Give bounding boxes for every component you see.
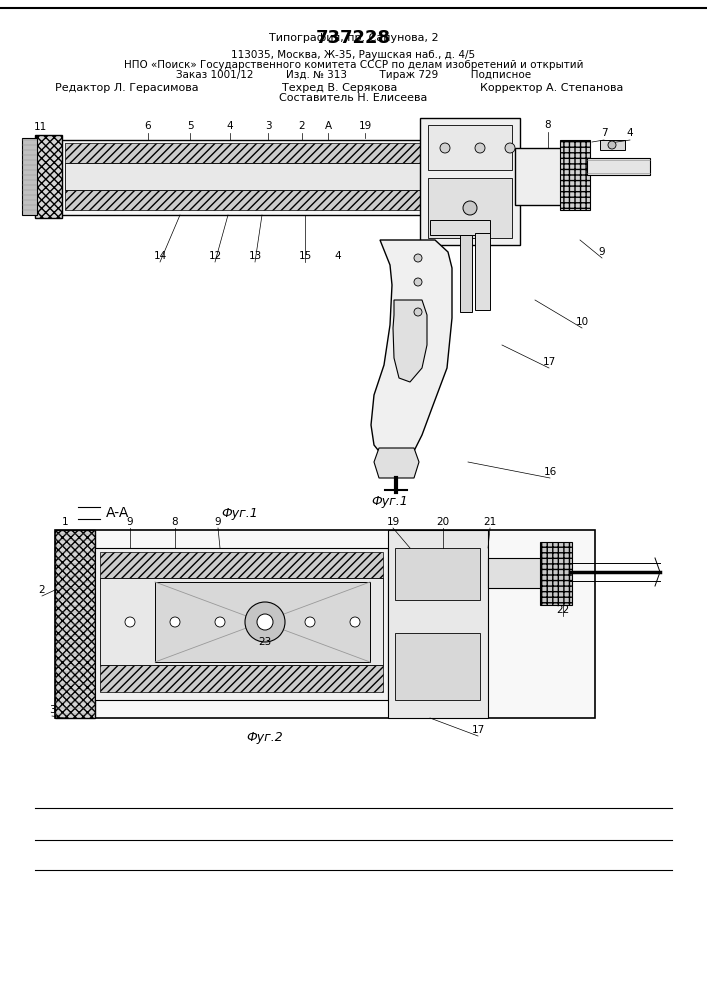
Text: 5: 5 (187, 121, 193, 131)
Text: 17: 17 (542, 357, 556, 367)
Text: 7: 7 (601, 128, 607, 138)
Circle shape (170, 617, 180, 627)
Polygon shape (100, 552, 383, 578)
Circle shape (215, 617, 225, 627)
Polygon shape (100, 665, 383, 692)
Polygon shape (60, 140, 430, 215)
Text: НПО «Поиск» Государственного комитета СССР по делам изобретений и открытий: НПО «Поиск» Государственного комитета СС… (124, 60, 583, 70)
Text: 8: 8 (544, 120, 551, 130)
Text: 13: 13 (248, 251, 262, 261)
Polygon shape (430, 220, 490, 235)
Polygon shape (540, 542, 572, 605)
Polygon shape (374, 448, 419, 478)
Text: 21: 21 (484, 517, 496, 527)
Text: 14: 14 (153, 251, 167, 261)
Text: 17: 17 (472, 725, 484, 735)
Polygon shape (600, 140, 625, 150)
Polygon shape (55, 530, 595, 718)
Polygon shape (100, 578, 383, 665)
Text: 1: 1 (62, 517, 69, 527)
Text: Фуг.1: Фуг.1 (372, 495, 409, 508)
Text: 3: 3 (264, 121, 271, 131)
Text: Составитель Н. Елисеева: Составитель Н. Елисеева (279, 93, 428, 103)
Polygon shape (65, 190, 420, 210)
Text: 10: 10 (575, 317, 588, 327)
Text: Заказ 1001/12          Изд. № 313          Тираж 729          Подписное: Заказ 1001/12 Изд. № 313 Тираж 729 Подпи… (176, 70, 531, 80)
Circle shape (305, 617, 315, 627)
Polygon shape (371, 240, 452, 465)
Polygon shape (395, 548, 480, 600)
Polygon shape (55, 530, 95, 718)
Polygon shape (428, 125, 512, 170)
Text: A-A: A-A (106, 506, 129, 520)
Polygon shape (395, 633, 480, 700)
Polygon shape (475, 233, 490, 310)
Text: 15: 15 (298, 251, 312, 261)
Circle shape (414, 308, 422, 316)
Text: 4: 4 (334, 251, 341, 261)
Circle shape (505, 143, 515, 153)
Text: 4: 4 (227, 121, 233, 131)
Polygon shape (95, 548, 388, 700)
Text: 23: 23 (258, 637, 271, 647)
Circle shape (257, 614, 273, 630)
Polygon shape (460, 235, 472, 312)
Text: 6: 6 (145, 121, 151, 131)
Text: 8: 8 (172, 517, 178, 527)
Text: 11: 11 (33, 122, 47, 132)
Polygon shape (393, 300, 427, 382)
Polygon shape (488, 558, 550, 588)
Text: 12: 12 (209, 251, 221, 261)
Polygon shape (428, 178, 512, 238)
Polygon shape (587, 158, 650, 175)
Circle shape (125, 617, 135, 627)
Polygon shape (515, 148, 565, 205)
Text: 22: 22 (556, 605, 570, 615)
Circle shape (440, 143, 450, 153)
Text: 19: 19 (386, 517, 399, 527)
Text: Фуг.1: Фуг.1 (221, 506, 258, 520)
Text: 9: 9 (599, 247, 605, 257)
Text: 737228: 737228 (315, 29, 390, 47)
Polygon shape (65, 143, 420, 163)
Text: 113035, Москва, Ж-35, Раушская наб., д. 4/5: 113035, Москва, Ж-35, Раушская наб., д. … (231, 50, 476, 60)
Text: 4: 4 (626, 128, 633, 138)
Text: 3: 3 (49, 705, 55, 715)
Text: A: A (325, 121, 332, 131)
Text: Техред В. Серякова: Техред В. Серякова (281, 83, 397, 93)
Circle shape (608, 141, 616, 149)
Circle shape (475, 143, 485, 153)
Polygon shape (65, 163, 420, 190)
Text: Корректор А. Степанова: Корректор А. Степанова (480, 83, 623, 93)
Polygon shape (35, 135, 62, 218)
Text: Редактор Л. Герасимова: Редактор Л. Герасимова (55, 83, 199, 93)
Polygon shape (22, 138, 37, 215)
Polygon shape (560, 140, 590, 210)
Circle shape (414, 254, 422, 262)
Circle shape (245, 602, 285, 642)
Text: 16: 16 (544, 467, 556, 477)
Text: 9: 9 (215, 517, 221, 527)
Polygon shape (155, 582, 370, 662)
Text: Фуг.2: Фуг.2 (247, 732, 284, 744)
Text: Типография, пр. Сапунова, 2: Типография, пр. Сапунова, 2 (269, 33, 438, 43)
Circle shape (463, 201, 477, 215)
Circle shape (350, 617, 360, 627)
Text: 2: 2 (39, 585, 45, 595)
Circle shape (414, 278, 422, 286)
Polygon shape (388, 530, 488, 718)
Text: 19: 19 (358, 121, 372, 131)
Text: 2: 2 (298, 121, 305, 131)
Text: 20: 20 (436, 517, 450, 527)
Text: 9: 9 (127, 517, 134, 527)
Polygon shape (420, 118, 520, 245)
